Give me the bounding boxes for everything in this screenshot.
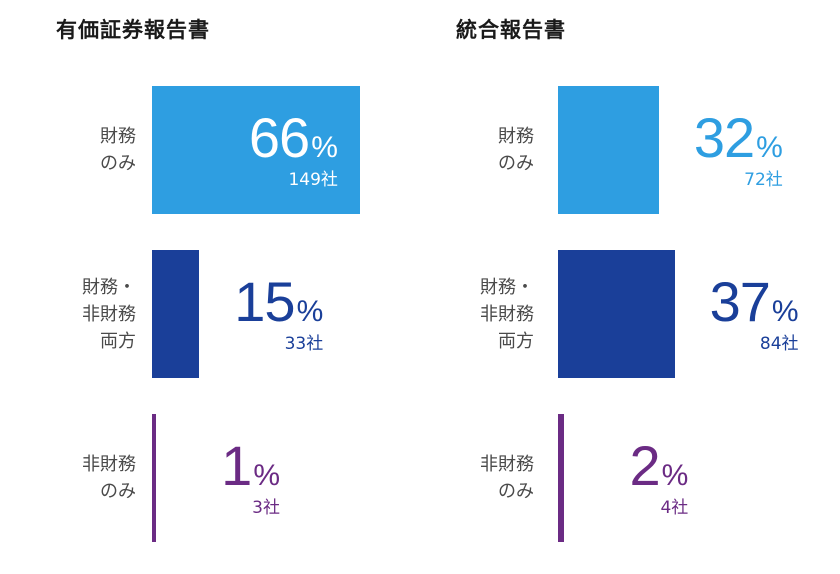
panel-title: 統合報告書 — [456, 18, 566, 42]
percent-value: 15 — [234, 270, 295, 333]
value-label-group: 37% 84社 — [599, 250, 799, 378]
percent-value: 1 — [221, 434, 252, 497]
percent-sign: % — [771, 295, 799, 328]
bar — [558, 86, 659, 214]
percent-label: 2% — [629, 438, 688, 494]
percent-sign: % — [253, 459, 280, 492]
value-label-group: 15% 33社 — [123, 250, 323, 378]
bar-row: 非財務 のみ 1% 3社 — [0, 414, 420, 542]
percent-label: 37% — [710, 274, 799, 330]
category-label: 財務・ 非財務 両方 — [480, 276, 534, 352]
bar-row: 財務・ 非財務 両方 37% 84社 — [420, 250, 840, 378]
bar — [558, 414, 565, 542]
value-label-group: 66% 149社 — [138, 86, 338, 214]
category-label: 財務 のみ — [498, 126, 534, 174]
percent-label: 66% — [249, 110, 338, 166]
percent-sign: % — [756, 131, 783, 164]
bar-row: 財務 のみ 66% 149社 — [0, 86, 420, 214]
percent-label: 1% — [221, 438, 280, 494]
company-count: 72社 — [744, 170, 783, 190]
panel-title: 有価証券報告書 — [56, 18, 210, 42]
value-label-group: 1% 3社 — [80, 414, 280, 542]
left-panel: 有価証券報告書 財務 のみ 66% 149社財務・ 非財務 両方 15% 33社非財務 … — [0, 18, 420, 542]
percent-sign: % — [311, 131, 338, 164]
bar-row: 非財務 のみ 2% 4社 — [420, 414, 840, 542]
category-label: 財務 のみ — [100, 126, 136, 174]
category-label: 非財務 のみ — [480, 454, 534, 502]
percent-sign: % — [296, 295, 324, 328]
bar — [152, 414, 156, 542]
company-count: 3社 — [252, 498, 280, 518]
percent-value: 37 — [709, 270, 771, 333]
percent-value: 2 — [629, 434, 660, 497]
value-label-group: 32% 72社 — [583, 86, 783, 214]
percent-value: 32 — [693, 106, 755, 169]
bar — [558, 250, 675, 378]
percent-value: 66 — [248, 106, 310, 169]
percent-label: 15% — [234, 274, 323, 330]
company-count: 84社 — [759, 334, 799, 354]
company-count: 33社 — [284, 334, 324, 354]
bar-row: 財務 のみ 32% 72社 — [420, 86, 840, 214]
category-label: 非財務 のみ — [82, 454, 136, 502]
percent-label: 32% — [694, 110, 783, 166]
bar — [152, 250, 200, 378]
value-label-group: 2% 4社 — [488, 414, 688, 542]
right-panel: 統合報告書 財務 のみ 32% 72社 財務・ 非財務 両方 37% 84社 非財務 のみ 2… — [420, 0, 840, 574]
category-label: 財務・ 非財務 両方 — [82, 276, 136, 352]
bar-row: 財務・ 非財務 両方 15% 33社 — [0, 250, 420, 378]
company-count: 149社 — [288, 170, 338, 190]
percent-sign: % — [661, 459, 689, 492]
company-count: 4社 — [660, 498, 689, 518]
bar — [152, 86, 360, 214]
